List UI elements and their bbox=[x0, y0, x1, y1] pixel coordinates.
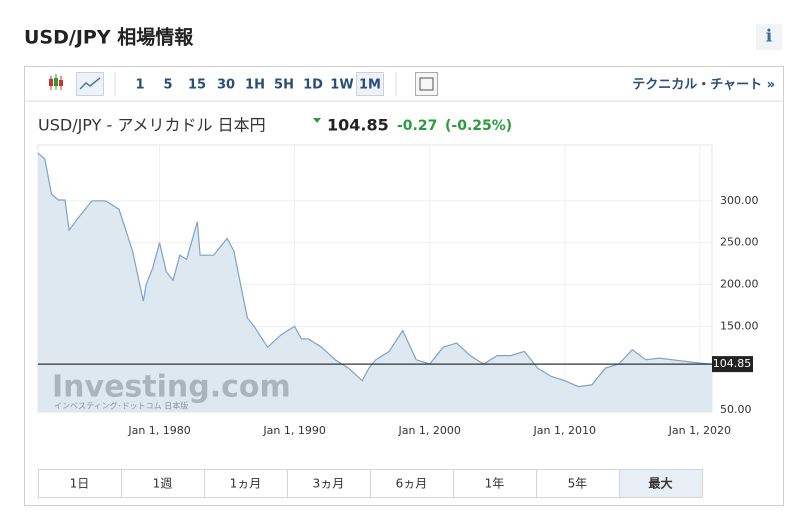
range-label: 1日 bbox=[70, 477, 90, 491]
info-button[interactable] bbox=[756, 24, 782, 50]
interval-button[interactable]: 30 bbox=[217, 78, 235, 93]
range-label: 最大 bbox=[648, 476, 672, 491]
interval-button[interactable]: 15 bbox=[188, 78, 206, 93]
range-label: 1ヵ月 bbox=[230, 477, 262, 491]
price-change-pct: (-0.25%) bbox=[445, 118, 512, 134]
range-label: 1年 bbox=[485, 477, 505, 491]
y-tick-label: 50.00 bbox=[720, 403, 752, 416]
interval-button[interactable]: 1 bbox=[135, 78, 144, 93]
range-label: 3ヵ月 bbox=[313, 477, 345, 491]
change-arrow bbox=[313, 118, 321, 123]
last-price-tag bbox=[712, 356, 753, 373]
candle-icon[interactable] bbox=[49, 74, 63, 90]
range-button[interactable] bbox=[287, 469, 371, 498]
watermark: Investing.com bbox=[52, 370, 291, 405]
chart-title: USD/JPY - アメリカドル 日本円 bbox=[38, 116, 266, 135]
calendar-button[interactable] bbox=[415, 72, 438, 96]
interval-button[interactable]: 1H bbox=[245, 78, 265, 93]
x-tick-label: Jan 1, 2010 bbox=[533, 424, 596, 437]
interval-button[interactable]: 1D bbox=[303, 78, 323, 93]
interval-button[interactable]: 5 bbox=[163, 78, 172, 93]
range-button[interactable] bbox=[619, 469, 703, 498]
price-line bbox=[37, 152, 713, 388]
range-button[interactable] bbox=[38, 469, 122, 498]
range-label: 1週 bbox=[153, 477, 173, 491]
range-label: 6ヵ月 bbox=[396, 477, 428, 491]
y-tick-label: 200.00 bbox=[720, 277, 759, 290]
y-tick-label: 150.00 bbox=[720, 319, 759, 332]
x-tick-label: Jan 1, 1990 bbox=[262, 424, 325, 437]
range-button[interactable] bbox=[370, 469, 454, 498]
price-change: -0.27 bbox=[397, 118, 437, 134]
range-button[interactable] bbox=[536, 469, 620, 498]
interval-button[interactable]: 1M bbox=[359, 78, 381, 93]
x-tick-label: Jan 1, 2020 bbox=[668, 424, 731, 437]
last-price-label: 104.85 bbox=[713, 357, 752, 370]
range-label: 5年 bbox=[568, 477, 588, 491]
y-tick-label: 250.00 bbox=[720, 236, 759, 249]
range-button[interactable] bbox=[204, 469, 288, 498]
widget-frame bbox=[24, 66, 784, 506]
x-tick-label: Jan 1, 2000 bbox=[397, 424, 460, 437]
info-icon: i bbox=[766, 27, 773, 47]
calendar-icon bbox=[419, 77, 434, 91]
area-fill bbox=[38, 153, 712, 412]
last-price: 104.85 bbox=[327, 116, 389, 135]
line-icon-button[interactable] bbox=[76, 72, 104, 96]
interval-button[interactable]: 1W bbox=[330, 78, 353, 93]
technical-chart-link[interactable]: テクニカル・チャート » bbox=[632, 78, 775, 93]
page-title: USD/JPY 相場情報 bbox=[24, 26, 194, 49]
y-tick-label: 300.00 bbox=[720, 194, 759, 207]
interval-button[interactable]: 5H bbox=[274, 78, 294, 93]
interval-selected bbox=[356, 72, 384, 96]
x-tick-label: Jan 1, 1980 bbox=[127, 424, 190, 437]
watermark-sub: インベスティング･ドットコム 日本版 bbox=[54, 401, 188, 411]
line-icon bbox=[79, 77, 101, 90]
